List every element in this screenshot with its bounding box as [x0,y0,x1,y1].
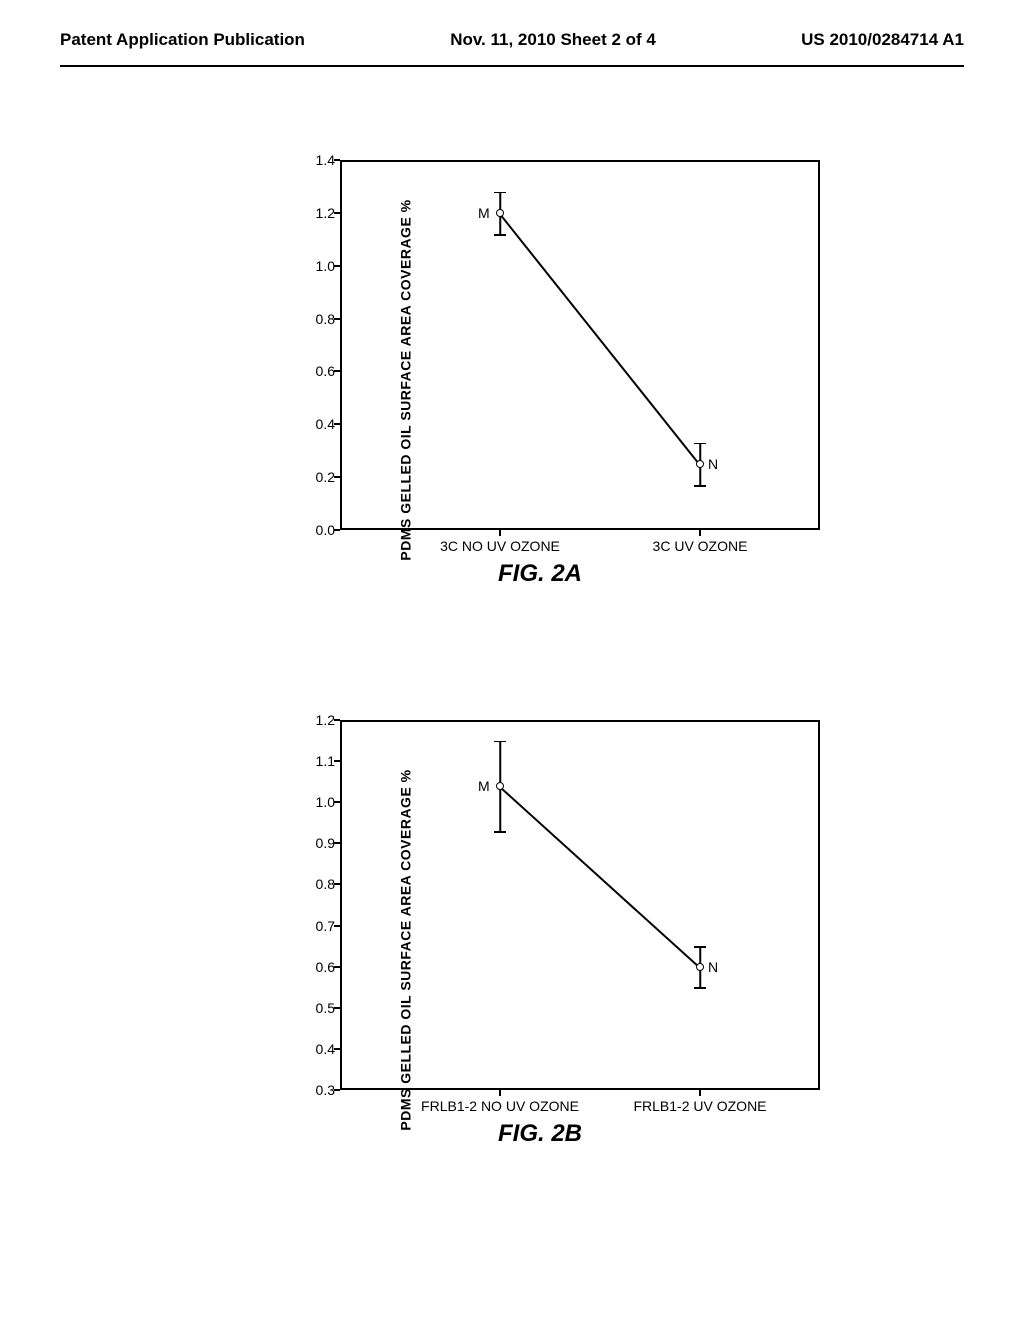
page-header: Patent Application Publication Nov. 11, … [0,0,1024,60]
x-tick-mark [499,530,501,536]
y-tick-mark [334,801,340,803]
y-tick-label: 0.7 [300,918,335,934]
data-point [496,209,504,217]
x-tick-label: 3C UV OZONE [653,538,748,554]
x-tick-mark [699,1090,701,1096]
x-tick-mark [699,530,701,536]
error-cap [694,485,706,487]
y-tick-label: 0.3 [300,1082,335,1098]
header-publication: Patent Application Publication [60,30,305,50]
header-divider [60,65,964,67]
y-tick-label: 0.6 [300,959,335,975]
figure-2b-chart: PDMS GELLED OIL SURFACE AREA COVERAGE % … [230,700,850,1200]
y-tick-label: 1.2 [300,205,335,221]
y-tick-label: 1.0 [300,794,335,810]
point-label: M [478,205,490,221]
y-tick-mark [334,966,340,968]
y-tick-label: 1.4 [300,152,335,168]
y-tick-label: 1.1 [300,753,335,769]
data-point [696,460,704,468]
y-tick-mark [334,1048,340,1050]
data-point [496,782,504,790]
y-tick-mark [334,719,340,721]
figure-2b-label: FIG. 2B [498,1120,582,1148]
y-tick-label: 0.2 [300,469,335,485]
figure-2a-label: FIG. 2A [498,560,582,588]
y-tick-mark [334,212,340,214]
chart-b-plot-area [340,720,820,1090]
y-tick-label: 0.5 [300,1000,335,1016]
figure-2a-chart: PDMS GELLED OIL SURFACE AREA COVERAGE % … [230,140,850,620]
point-label: N [708,456,718,472]
y-tick-mark [334,842,340,844]
error-cap [494,192,506,194]
y-tick-label: 0.4 [300,1041,335,1057]
y-tick-label: 0.6 [300,363,335,379]
y-tick-mark [334,159,340,161]
y-tick-label: 1.2 [300,712,335,728]
y-tick-mark [334,265,340,267]
y-tick-mark [334,476,340,478]
y-tick-mark [334,883,340,885]
x-tick-mark [499,1090,501,1096]
y-tick-label: 0.8 [300,876,335,892]
error-cap [694,987,706,989]
error-cap [494,831,506,833]
y-tick-mark [334,1089,340,1091]
y-tick-mark [334,423,340,425]
point-label: N [708,959,718,975]
error-cap [494,234,506,236]
header-date-sheet: Nov. 11, 2010 Sheet 2 of 4 [450,30,656,50]
y-tick-label: 1.0 [300,258,335,274]
y-tick-label: 0.4 [300,416,335,432]
error-cap [494,741,506,743]
y-tick-mark [334,318,340,320]
y-tick-mark [334,529,340,531]
y-tick-label: 0.8 [300,311,335,327]
x-tick-label: 3C NO UV OZONE [440,538,560,554]
data-point [696,963,704,971]
x-tick-label: FRLB1-2 NO UV OZONE [421,1098,579,1114]
x-tick-label: FRLB1-2 UV OZONE [633,1098,766,1114]
chart-a-plot-area [340,160,820,530]
point-label: M [478,778,490,794]
y-tick-label: 0.9 [300,835,335,851]
y-tick-label: 0.0 [300,522,335,538]
error-cap [694,443,706,445]
y-tick-mark [334,925,340,927]
y-tick-mark [334,760,340,762]
error-cap [694,946,706,948]
y-tick-mark [334,1007,340,1009]
y-tick-mark [334,370,340,372]
header-patent-number: US 2010/0284714 A1 [801,30,964,50]
